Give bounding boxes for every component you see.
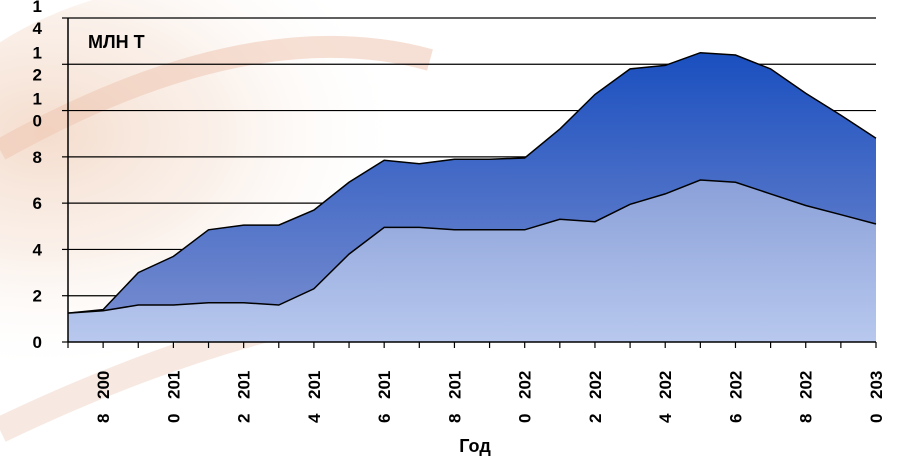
x-tick-label: 2010 [164,371,183,423]
svg-text:2022: 2022 [586,371,605,423]
svg-text:2030: 2030 [867,371,886,423]
y-tick-label: 8 [33,148,42,167]
area-series-1-line [67,179,877,314]
x-tick-label: 2020 [516,371,535,423]
svg-text:2008: 2008 [94,371,113,423]
axes [62,17,877,348]
x-tick-label: 2014 [305,371,324,423]
x-axis-title: Год [459,436,491,456]
x-tick-labels: 2008 2010 2012 2014 2016 2018 2020 2022 2024 2026… [94,371,886,423]
x-tick-label: 2016 [375,371,394,423]
series-areas [67,51,877,342]
y-tick-label: 0 [33,333,42,352]
svg-text:2028: 2028 [797,371,816,423]
y-tick-label: 6 [33,194,42,213]
x-tick-label: 2030 [867,371,886,423]
x-tick-label: 2028 [797,371,816,423]
area-series-1 [68,180,876,342]
svg-text:2012: 2012 [235,371,254,423]
svg-text:2016: 2016 [375,371,394,423]
svg-text:2024: 2024 [656,371,675,423]
x-tick-label: 2026 [726,371,745,423]
x-tick-label: 2008 [94,371,113,423]
svg-text:2018: 2018 [445,371,464,423]
y-tick-labels: 0 2 4 6 8 1 0 1 2 1 4 [33,0,43,352]
x-tick-label: 2022 [586,371,605,423]
svg-text:2026: 2026 [726,371,745,423]
y-tick-label: 2 [33,287,42,306]
x-tick-label: 2012 [235,371,254,423]
svg-text:2014: 2014 [305,371,324,423]
y-tick-label: 4 [33,240,43,259]
x-tick-label: 2018 [445,371,464,423]
svg-text:2020: 2020 [516,371,535,423]
unit-label: МЛН Т [88,32,145,52]
area-series-2-line [67,51,877,314]
svg-text:2010: 2010 [164,371,183,423]
x-tick-label: 2024 [656,371,675,423]
